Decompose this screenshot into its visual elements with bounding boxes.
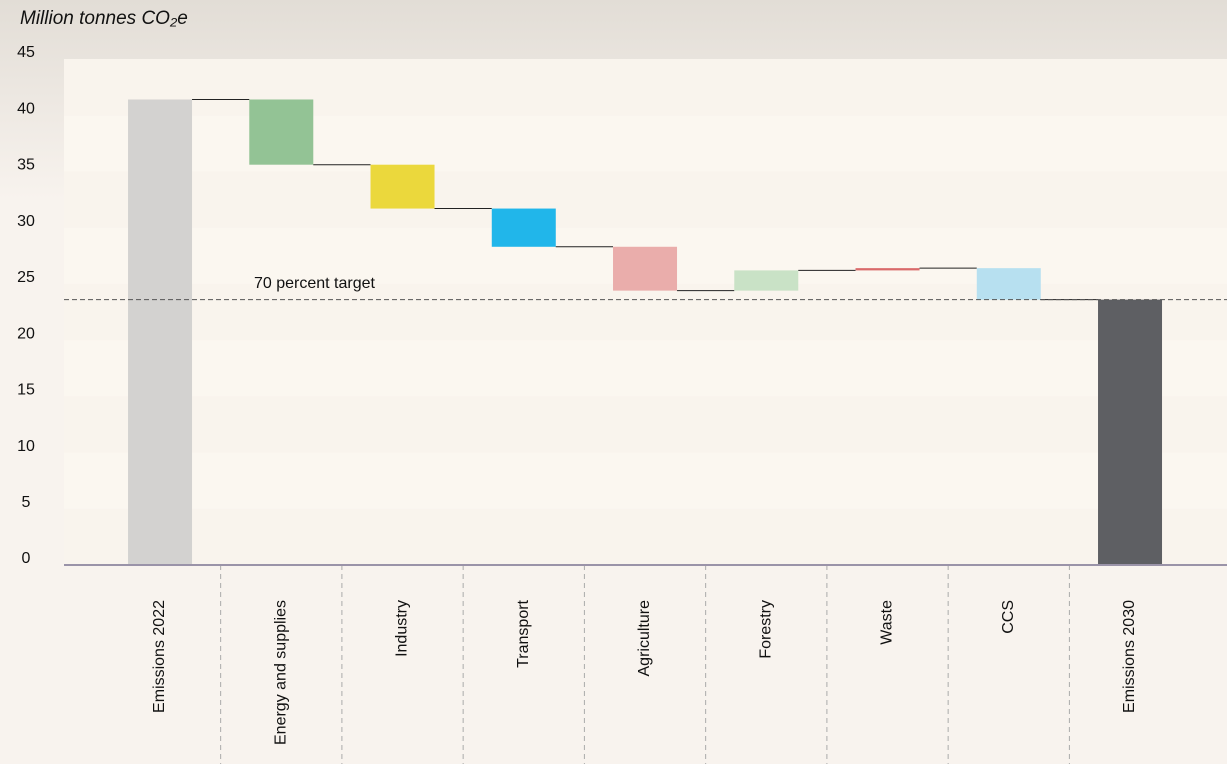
y-tick-label: 5 [22,494,31,511]
chart: Million tonnes CO₂e 0 5 10 15 20 25 30 35 40 45 Em… [0,0,1227,764]
y-axis-label: Million tonnes CO₂e [20,8,188,29]
y-tick-label: 40 [17,100,35,117]
plot-band [64,171,1227,227]
bar [128,99,192,565]
y-tick-label: 10 [17,438,35,455]
y-tick-label: 25 [17,269,35,286]
plot-band [64,340,1227,396]
page: {"chart_data": {"type": "waterfall", "y_… [0,0,1227,764]
bar [1098,300,1162,565]
x-tick-label: Emissions 2030 [1121,600,1138,713]
bar [249,99,313,164]
plot-band [64,396,1227,452]
bar [371,165,435,209]
y-tick-label: 45 [17,44,35,61]
x-tick-label: Forestry [757,600,774,659]
plot-band [64,453,1227,509]
y-tick-label: 0 [22,550,31,567]
plot-band [64,509,1227,565]
plot-bands [64,59,1227,565]
plot-band [64,115,1227,171]
bar [856,268,920,270]
x-tick-label: Emissions 2022 [151,600,168,713]
plot-band [64,284,1227,340]
bar [492,209,556,247]
y-tick-label: 35 [17,157,35,174]
bar [613,247,677,291]
x-tick-label: Industry [394,600,411,657]
y-tick-label: 30 [17,213,35,230]
bar [977,268,1041,299]
x-tick-label: Waste [879,600,896,645]
y-tick-label: 20 [17,325,35,342]
target-label: 70 percent target [254,275,376,292]
bar [734,270,798,290]
x-tick-label: Transport [515,599,532,667]
x-tick-label: CCS [1000,600,1017,634]
y-tick-label: 15 [17,382,35,399]
x-tick-label: Energy and supplies [272,600,289,745]
plot-band [64,59,1227,115]
x-tick-label: Agriculture [636,600,653,677]
